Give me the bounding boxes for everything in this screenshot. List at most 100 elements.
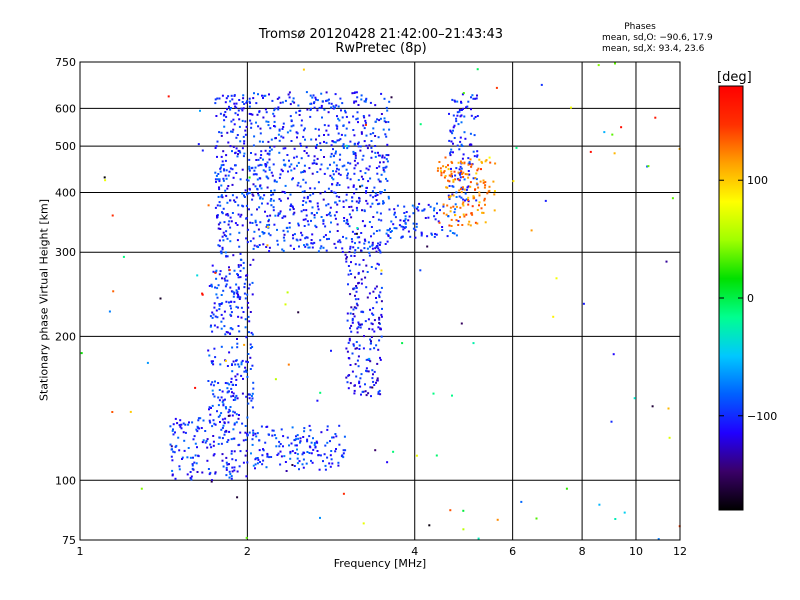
echo-point [458, 110, 461, 113]
echo-point [289, 103, 292, 106]
echo-point [453, 232, 456, 235]
echo-point [316, 205, 319, 208]
echo-point [226, 187, 229, 190]
echo-point [268, 152, 271, 155]
echo-point [359, 170, 362, 173]
echo-point [231, 150, 233, 153]
echo-point [367, 180, 370, 183]
echo-point [269, 234, 272, 237]
echo-point [345, 222, 348, 225]
echo-point [233, 411, 236, 414]
echo-point [277, 106, 280, 109]
echo-point [351, 352, 354, 355]
echo-point [209, 443, 212, 446]
echo-point [177, 436, 180, 439]
echo-point [305, 152, 308, 155]
echo-point [361, 390, 364, 393]
echo-point [451, 193, 454, 196]
echo-point [465, 213, 468, 216]
echo-point [483, 197, 486, 200]
x-tick-label: 4 [411, 545, 418, 558]
echo-point [235, 384, 237, 386]
echo-point [237, 213, 240, 216]
echo-point [451, 175, 453, 178]
echo-point [328, 462, 331, 465]
echo-point [228, 266, 230, 269]
echo-point [302, 218, 305, 221]
echo-point [464, 173, 467, 176]
echo-point [196, 274, 199, 277]
echo-point [220, 396, 223, 399]
echo-point [310, 219, 312, 222]
echo-point [191, 467, 194, 470]
echo-point [235, 102, 238, 105]
echo-point [369, 338, 372, 341]
echo-point [349, 247, 352, 250]
echo-point [218, 399, 221, 402]
echo-point [449, 509, 452, 512]
echo-point [293, 101, 296, 104]
echo-point [230, 381, 233, 383]
echo-point [372, 380, 375, 383]
echo-point [357, 179, 360, 181]
echo-point [348, 225, 351, 228]
echo-point [229, 226, 232, 229]
echo-point [475, 172, 478, 175]
echo-point [220, 250, 223, 253]
echo-point [298, 114, 301, 116]
echo-point [196, 471, 199, 473]
echo-point [379, 161, 381, 164]
echo-point [243, 292, 246, 295]
echo-point [225, 461, 228, 464]
echo-point [449, 154, 452, 157]
echo-point [242, 267, 245, 270]
echo-point [357, 365, 360, 368]
echo-point [352, 150, 355, 153]
echo-point [431, 233, 433, 236]
echo-point [225, 466, 228, 469]
echo-point [313, 106, 316, 109]
echo-point [349, 140, 352, 143]
echo-point [327, 213, 330, 216]
echo-point [213, 324, 216, 327]
echo-point [306, 440, 309, 443]
echo-point [338, 158, 341, 161]
echo-point [345, 237, 348, 240]
echo-point [349, 245, 352, 248]
echo-point [286, 154, 289, 156]
echo-point [468, 173, 471, 176]
echo-point [269, 214, 272, 217]
echo-point [463, 178, 466, 181]
echo-point [262, 449, 265, 452]
echo-point [306, 220, 309, 223]
echo-point [459, 140, 462, 143]
echo-point [235, 305, 238, 308]
echo-point [348, 339, 351, 342]
echo-point [467, 185, 470, 188]
echo-point [478, 158, 481, 161]
echo-point [455, 191, 458, 194]
echo-point [346, 319, 349, 322]
phase-stats-heading: Phases [624, 22, 656, 32]
echo-point [351, 92, 354, 95]
echo-point [515, 146, 518, 149]
echo-point [223, 113, 226, 116]
echo-point [273, 145, 276, 148]
echo-point [193, 461, 196, 464]
echo-point [224, 430, 227, 433]
echo-point [250, 122, 253, 125]
echo-point [230, 450, 233, 453]
echo-point [269, 199, 272, 202]
echo-point [370, 226, 373, 228]
echo-point [304, 237, 307, 240]
echo-point [301, 453, 304, 456]
echo-point [181, 456, 184, 459]
echo-point [231, 364, 233, 366]
echo-point [323, 124, 326, 127]
echo-point [230, 387, 233, 390]
echo-point [293, 465, 296, 467]
echo-point [452, 194, 455, 197]
echo-point [251, 198, 254, 201]
echo-point [488, 185, 491, 188]
echo-point [214, 286, 217, 289]
